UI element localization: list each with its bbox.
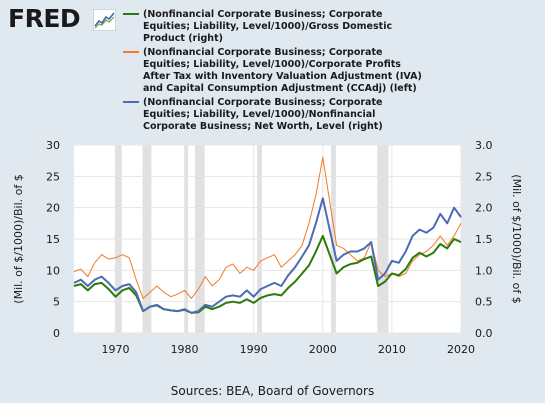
plot-area (74, 145, 461, 333)
left-tick-label: 5 (53, 296, 60, 309)
x-tick-label: 2010 (378, 343, 406, 356)
recession-band (331, 145, 336, 333)
recession-band (184, 145, 189, 333)
legend-item-profits-ratio[interactable]: (Nonfinancial Corporate Business; Corpor… (123, 47, 423, 95)
chart-logo-icon (93, 9, 116, 31)
left-tick-label: 30 (46, 139, 60, 152)
recession-band (114, 145, 122, 333)
legend-label: (Nonfinancial Corporate Business; Corpor… (143, 47, 422, 94)
right-tick-label: 1.5 (475, 233, 493, 246)
right-tick-label: 0.5 (475, 296, 493, 309)
left-tick-label: 15 (46, 233, 60, 246)
right-tick-label: 3.0 (475, 139, 493, 152)
x-tick-label: 1990 (240, 343, 268, 356)
recession-band (377, 145, 389, 333)
right-tick-label: 1.0 (475, 264, 493, 277)
legend-swatch-blue (123, 101, 139, 103)
left-tick-label: 10 (46, 264, 60, 277)
axis-labels: 0 5 10 15 20 25 30 0.0 0.5 1.0 1.5 2.0 2.5 3.0 1970 198… (46, 139, 493, 356)
legend-swatch-orange (123, 51, 139, 53)
legend: (Nonfinancial Corporate Business; Corpor… (123, 9, 423, 135)
left-axis-title: (Mil. of $/1000)/Bil. of $ (12, 174, 25, 303)
source-note: Sources: BEA, Board of Governors (170, 384, 375, 398)
right-axis-title: (Mil. of $/1000)/Bil. of $ (510, 174, 523, 303)
recession-bands (114, 145, 389, 333)
x-tick-label: 2000 (309, 343, 337, 356)
recession-band (194, 145, 205, 333)
right-tick-label: 2.5 (475, 170, 493, 183)
recession-band (142, 145, 152, 333)
series-line-2 (73, 197, 462, 314)
legend-swatch-green (123, 13, 139, 15)
right-tick-label: 0.0 (475, 327, 493, 340)
series-lines (73, 157, 462, 314)
fred-logo: FRED (8, 4, 81, 33)
legend-item-gdp-ratio[interactable]: (Nonfinancial Corporate Business; Corpor… (123, 9, 423, 45)
x-tick-label: 1980 (171, 343, 199, 356)
gridlines (74, 144, 462, 334)
legend-item-net-worth-ratio[interactable]: (Nonfinancial Corporate Business; Corpor… (123, 97, 423, 133)
right-tick-label: 2.0 (475, 202, 493, 215)
x-tick-label: 2020 (447, 343, 475, 356)
left-tick-label: 20 (46, 202, 60, 215)
recession-band (257, 145, 262, 333)
series-line-1 (73, 157, 462, 299)
left-tick-label: 25 (46, 170, 60, 183)
legend-label: (Nonfinancial Corporate Business; Corpor… (143, 9, 393, 44)
series-line-0 (73, 234, 462, 314)
legend-label: (Nonfinancial Corporate Business; Corpor… (143, 97, 383, 132)
left-tick-label: 0 (53, 327, 60, 340)
x-tick-label: 1970 (101, 343, 129, 356)
